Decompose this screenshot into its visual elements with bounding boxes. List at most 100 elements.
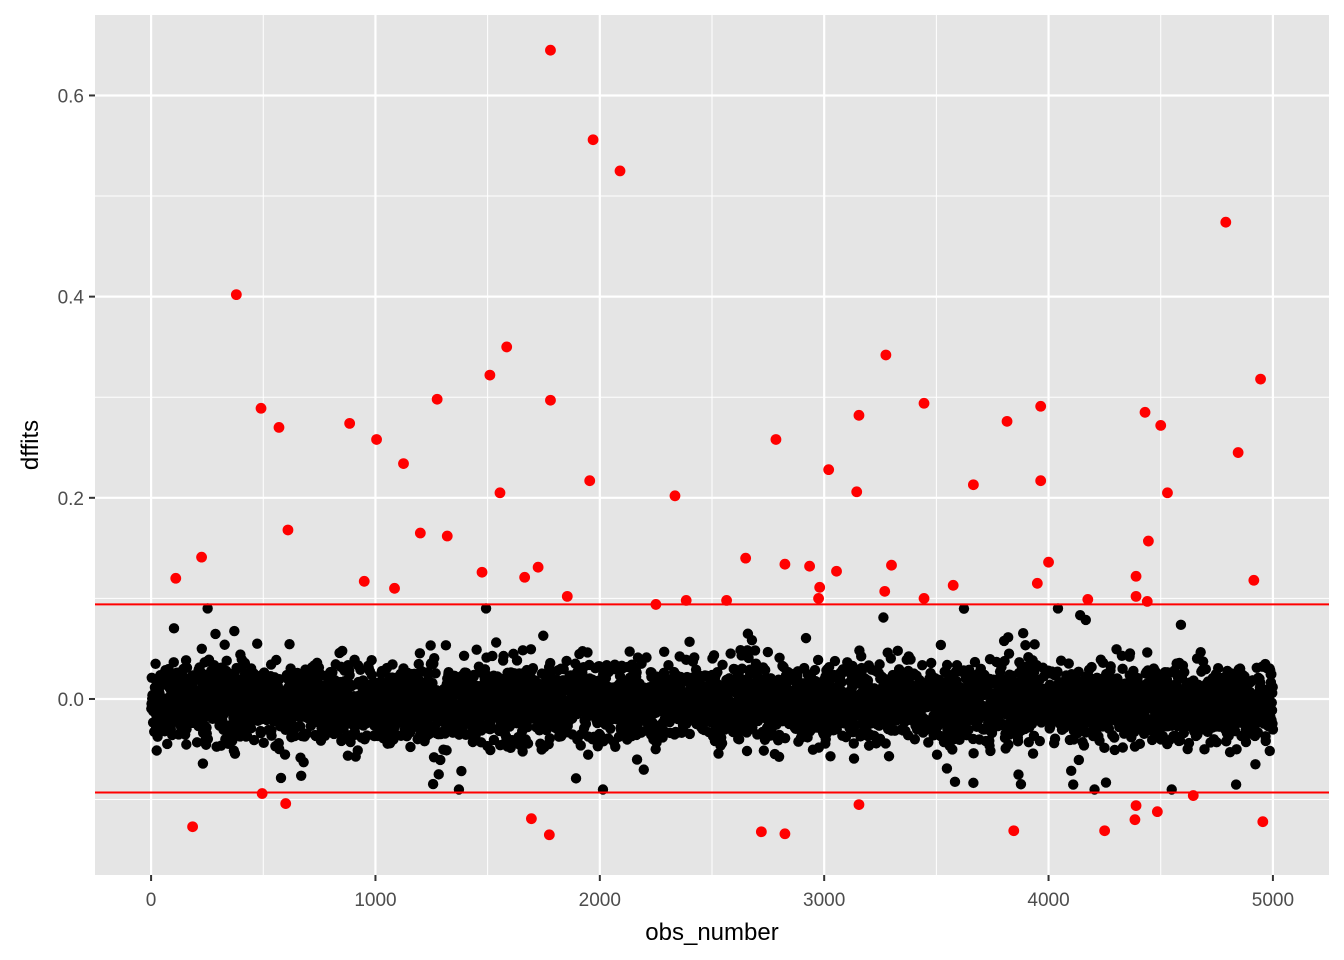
data-point [301,728,312,739]
data-point [284,638,295,650]
data-point [289,730,300,742]
data-point [561,655,572,667]
data-point [429,652,440,664]
data-point [355,664,366,675]
data-point [1199,744,1210,755]
data-point [279,749,291,760]
data-point [202,603,213,614]
data-point [295,770,307,782]
data-point [582,749,594,760]
data-point [1020,640,1031,651]
data-point [275,772,287,784]
data-point [425,640,436,651]
data-point [1142,647,1153,658]
data-point [1029,639,1040,650]
data-point [885,653,897,664]
data-point [774,652,785,663]
data-point [856,651,867,662]
data-point [825,751,836,762]
data-point [1027,748,1039,759]
data-point [631,667,642,678]
data-point [258,737,269,749]
data-point [631,754,643,765]
data-point [1231,744,1242,755]
data-point [1003,648,1015,659]
data-point [1230,779,1242,790]
data-point [874,659,885,670]
data-point [593,660,605,672]
data-point [1116,650,1128,661]
bulk-points [146,603,1279,795]
data-point [659,646,670,657]
data-point [969,656,981,668]
data-point [759,664,771,676]
data-point [221,655,232,667]
data-point [1073,666,1084,678]
data-point [1002,632,1014,643]
data-point [181,662,193,673]
data-point [1066,765,1077,777]
data-point [905,654,916,665]
data-point [848,738,859,749]
data-point [1195,646,1206,658]
data-point [862,675,874,686]
data-point [544,733,555,744]
data-point [949,776,961,788]
data-point [1183,737,1195,749]
data-point [717,659,728,671]
data-point [917,659,928,671]
data-point [298,756,309,768]
data-point [1015,779,1027,790]
data-point [1086,661,1097,673]
data-point [1105,661,1116,672]
data-point [162,738,173,750]
data-point [926,657,937,669]
data-point [762,646,774,658]
data-point [712,666,723,678]
data-point [1124,648,1136,659]
data-point [525,644,537,655]
data-point [829,655,841,667]
data-point [229,625,240,637]
data-point [880,738,891,749]
data-point [758,745,770,756]
data-point [663,659,674,671]
data-point [812,654,824,666]
data-point [342,750,354,761]
data-point [1109,732,1120,743]
data-point [1200,664,1212,675]
data-point [742,645,753,656]
data-point [295,721,306,732]
data-point [168,657,179,668]
data-point [197,758,209,769]
data-point [1073,754,1085,766]
data-point [773,751,785,762]
data-point [1078,740,1090,751]
data-point [582,647,593,658]
data-point [1117,742,1129,753]
data-point [575,740,586,751]
data-point [749,645,761,656]
data-point [725,648,736,659]
data-point [1250,759,1261,770]
data-point [266,730,277,741]
data-point [570,658,581,669]
data-point [741,745,753,757]
data-point [836,677,847,688]
data-point [522,721,533,733]
data-point [958,603,970,614]
data-point [558,663,569,675]
data-point [1012,736,1024,747]
data-point [624,646,635,657]
data-point [941,659,953,671]
data-point [1080,614,1091,626]
data-point [986,727,998,739]
data-point [963,724,974,736]
data-point [708,650,720,661]
data-point [485,744,496,756]
data-point [809,664,821,676]
data-point [511,655,523,666]
data-point [352,745,363,756]
data-point [1063,658,1074,669]
